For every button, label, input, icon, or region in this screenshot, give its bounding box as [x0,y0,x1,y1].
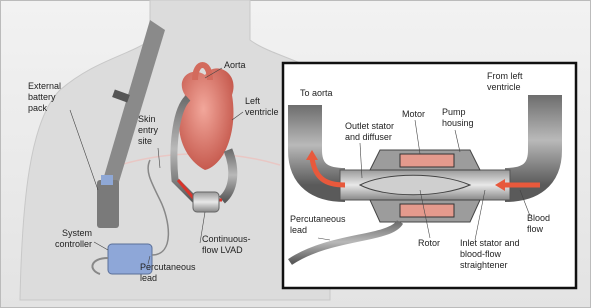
battery-clip [101,175,113,185]
label-line: flow LVAD [202,245,243,255]
label-line: Blood [527,213,550,223]
label-line: blood-flow [460,249,502,259]
label-line: Aorta [224,60,246,70]
inlet-arrowhead [495,179,505,191]
motor-bottom [399,203,455,218]
percutaneous-lead-line [147,159,170,256]
label: Percutaneous lead [140,262,196,283]
label-line: To aorta [300,88,333,98]
cable [91,257,109,275]
outlet-flow [309,157,346,188]
label: Continuous-flow LVAD [202,234,251,255]
outlet-arrowhead [306,150,318,160]
heart [178,68,234,170]
label: Outlet stator and diffuser [345,121,394,142]
label: Inlet stator and blood-flow straightener [460,238,520,270]
label-line: controller [55,239,92,249]
strap-buckle [112,89,130,103]
label-line: Skin [138,114,156,124]
label-line: straightener [460,260,508,270]
label-line: housing [442,118,474,128]
label-line: From left [487,71,523,81]
label-line: battery [28,92,56,102]
label: To aorta [300,88,333,98]
label-line: ventricle [487,82,521,92]
label-line: Percutaneous [290,214,346,224]
lvad [192,191,220,213]
label: Aorta [224,60,246,70]
label-line: flow [527,224,544,234]
motor-top [399,153,455,168]
inflow-cannula [218,148,238,204]
leaders [69,67,244,265]
label-line: External [28,81,61,91]
battery-pack [97,180,119,228]
label-line: Percutaneous [140,262,196,272]
label-line: pack [28,103,48,113]
label-line: lead [140,273,157,283]
label-line: System [62,228,92,238]
label-line: Rotor [418,238,440,248]
inset-leaders [317,119,531,241]
label-line: Continuous- [202,234,251,244]
label-line: entry [138,125,159,135]
inset-lead [288,219,404,265]
label: Percutaneous lead [290,214,346,235]
strap [100,20,165,195]
label: Pump housing [442,107,474,128]
rotor [358,174,472,196]
label-line: Outlet stator [345,121,394,131]
label-line: Motor [402,109,425,119]
label: Skin entry site [138,114,159,146]
label: Blood flow [527,213,550,234]
label-line: ventricle [245,107,279,117]
label-line: and diffuser [345,132,392,142]
label: System controller [55,228,92,249]
label-line: lead [290,225,307,235]
label-line: Left [245,96,261,106]
label-line: Pump [442,107,466,117]
label: Rotor [418,238,440,248]
label: External battery pack [28,81,61,113]
outflow-graft [170,95,198,203]
label: Motor [402,109,425,119]
label-line: Inlet stator and [460,238,520,248]
label-line: site [138,136,152,146]
label: From left ventricle [487,71,523,92]
label: Left ventricle [245,96,279,117]
